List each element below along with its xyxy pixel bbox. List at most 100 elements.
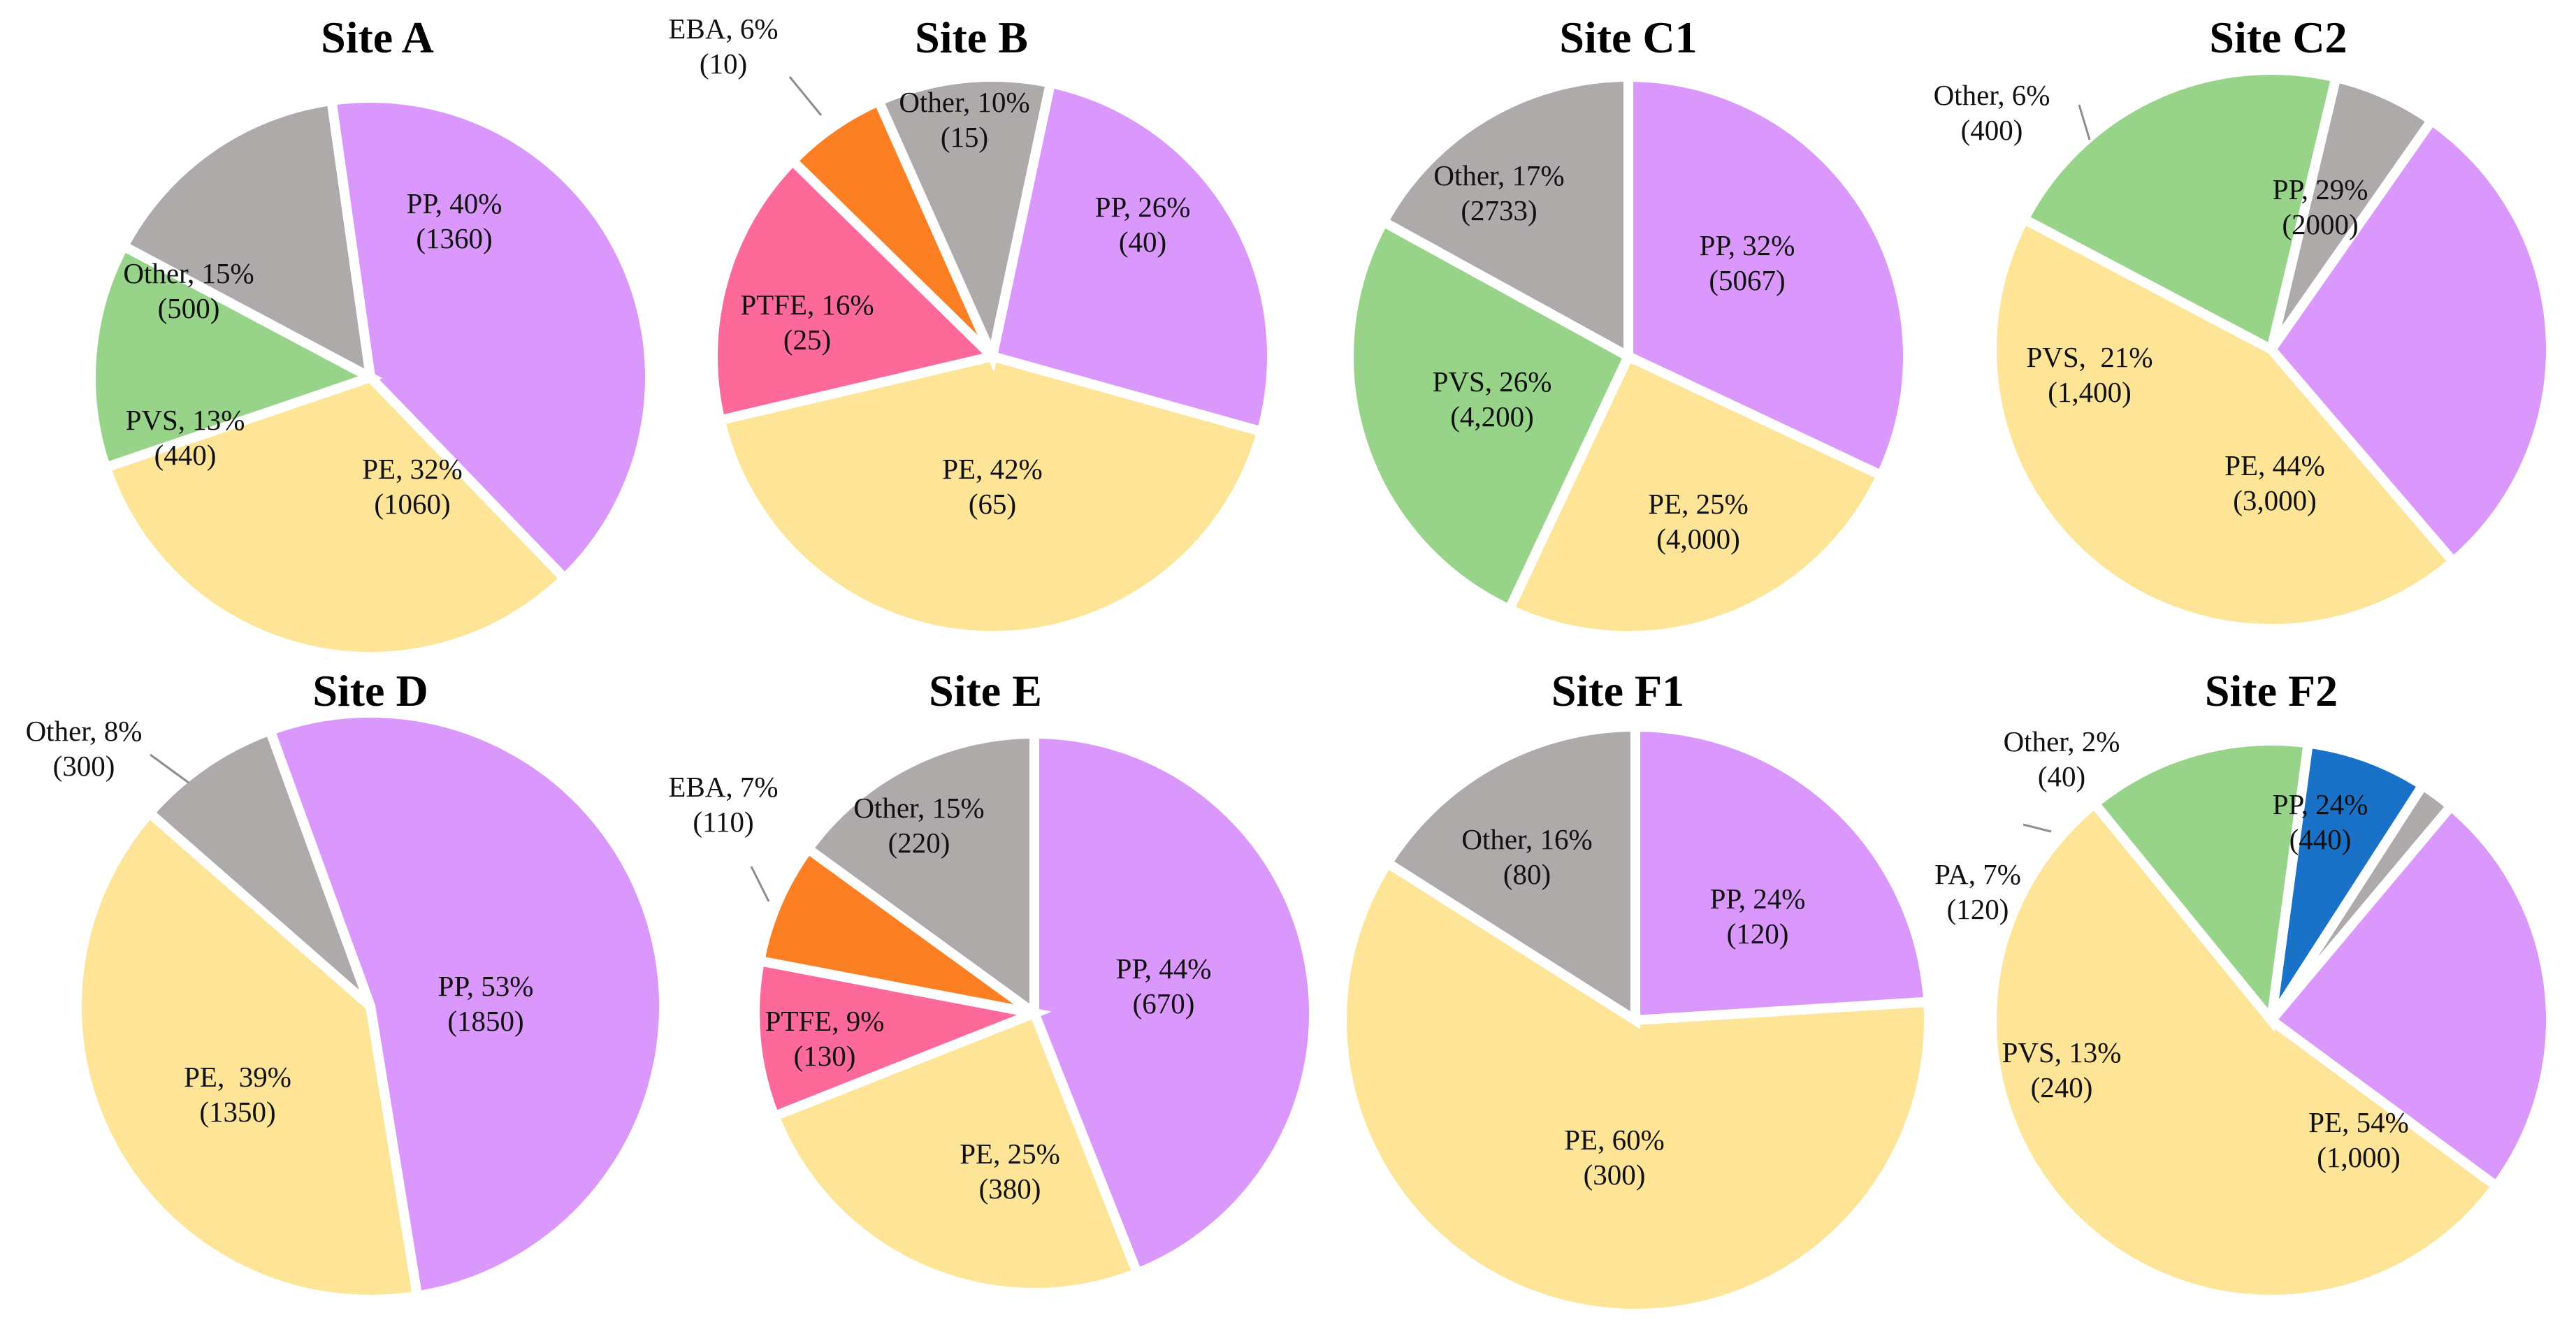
slice-count-label: (440) bbox=[2289, 823, 2352, 855]
pie-slice-other bbox=[1380, 721, 1640, 1029]
pie-slice-pe bbox=[99, 371, 572, 662]
slice-percent-label: PP, 32% bbox=[1700, 229, 1795, 261]
slice-label-pp: PP, 29% (2000) bbox=[2273, 173, 2368, 240]
pie-slice-pp bbox=[986, 77, 1277, 438]
slice-label-eba: EBA, 6% (10) bbox=[668, 13, 778, 80]
pie-slice-pp bbox=[1623, 71, 1913, 482]
pie-slice-pp bbox=[326, 93, 655, 586]
pie-chart-site-b: Site B PP, 26% (40) PE, 42% (65) PTFE, 16% (25… bbox=[668, 13, 1277, 641]
slice-percent-label: PVS, 13% bbox=[126, 404, 245, 436]
slice-percent-label: PP, 29% bbox=[2273, 173, 2368, 205]
slice-count-label: (240) bbox=[2031, 1071, 2093, 1103]
pie-slice-pe bbox=[1987, 212, 2461, 634]
pie-slice-pvs bbox=[86, 239, 383, 474]
pie-chart-site-c2: Site C2 PP, 29% (2000) PE, 44% (3,000) PVS, 2… bbox=[1934, 13, 2556, 634]
pie-chart-site-f2: Site F2 PP, 24% (440) PE, 54% (1,000) PVS, 13… bbox=[1934, 666, 2556, 1305]
slice-count-label: (380) bbox=[979, 1173, 1041, 1205]
slice-percent-label: EBA, 6% bbox=[668, 13, 778, 45]
slice-label-pvs: PVS, 21% (1,400) bbox=[2026, 341, 2152, 408]
slice-label-pa: PA, 7% (120) bbox=[1934, 858, 2021, 925]
pie-chart-site-d: Site D PP, 53% (1850) PE, 39% (1350) Other, 8… bbox=[26, 666, 669, 1305]
pie-slice-other bbox=[117, 94, 377, 386]
slice-percent-label: PE, 44% bbox=[2224, 449, 2325, 481]
pie-slice-pvs bbox=[2017, 65, 2343, 357]
slice-label-other: Other, 15% (220) bbox=[853, 792, 984, 859]
slice-label-pvs: PVS, 13% (440) bbox=[126, 404, 245, 471]
pie-slice-other bbox=[143, 724, 375, 1010]
pie-slice-ptfe bbox=[708, 154, 1002, 426]
slice-percent-label: PTFE, 9% bbox=[765, 1005, 885, 1037]
slice-percent-label: PP, 44% bbox=[1116, 952, 1212, 985]
slice-label-pe: PE, 54% (1,000) bbox=[2308, 1106, 2409, 1173]
pie-slice-pe bbox=[1337, 856, 1934, 1319]
slice-percent-label: Other, 15% bbox=[853, 792, 984, 824]
slice-percent-label: PVS, 13% bbox=[2002, 1036, 2122, 1068]
slice-label-ptfe: PTFE, 9% (130) bbox=[765, 1005, 885, 1072]
slice-count-label: (5067) bbox=[1709, 264, 1785, 296]
pie-slice-pp bbox=[2264, 799, 2556, 1194]
slice-percent-label: Other, 16% bbox=[1461, 823, 1592, 855]
slice-percent-label: PP, 40% bbox=[407, 187, 502, 219]
slice-count-label: (2733) bbox=[1461, 194, 1537, 226]
slice-label-pe: PE, 44% (3,000) bbox=[2224, 449, 2325, 516]
slice-percent-label: Other, 2% bbox=[2004, 725, 2120, 757]
slice-percent-label: EBA, 7% bbox=[668, 771, 778, 803]
slice-count-label: (670) bbox=[1133, 987, 1195, 1020]
slice-percent-label: PP, 24% bbox=[2273, 788, 2368, 820]
slice-count-label: (1060) bbox=[374, 488, 450, 520]
slice-percent-label: PE, 25% bbox=[1648, 488, 1749, 520]
pie-slice-eba bbox=[753, 842, 1038, 1018]
slice-percent-label: PVS, 21% bbox=[2026, 341, 2152, 373]
slice-count-label: (400) bbox=[1961, 114, 2023, 146]
pie-slice-other bbox=[2266, 71, 2439, 353]
slice-count-label: (1,000) bbox=[2317, 1141, 2401, 1173]
slice-label-pe: PE, 32% (1060) bbox=[362, 453, 463, 520]
slice-count-label: (500) bbox=[158, 292, 220, 324]
slice-label-pp: PP, 53% (1850) bbox=[438, 970, 534, 1037]
pie-slice-pp bbox=[2265, 113, 2556, 569]
slice-label-pp: PP, 32% (5067) bbox=[1700, 229, 1795, 296]
pie-slice-other bbox=[801, 728, 1039, 1023]
slice-label-pp: PP, 26% (40) bbox=[1095, 191, 1191, 258]
slice-count-label: (300) bbox=[1584, 1159, 1646, 1191]
slice-count-label: (130) bbox=[794, 1040, 856, 1072]
slice-count-label: (15) bbox=[941, 121, 988, 153]
slice-label-pvs: PVS, 13% (240) bbox=[2002, 1036, 2122, 1103]
slice-percent-label: PA, 7% bbox=[1934, 858, 2021, 890]
slice-count-label: (120) bbox=[1727, 918, 1789, 950]
pie-chart-site-a: Site A PP, 40% (1360) PE, 32% (1060) PVS, 13%… bbox=[86, 13, 655, 662]
slice-percent-label: PP, 26% bbox=[1095, 191, 1191, 223]
slice-percent-label: Other, 8% bbox=[26, 715, 143, 747]
leader-line bbox=[150, 753, 189, 784]
slice-label-pe: PE, 25% (4,000) bbox=[1648, 488, 1749, 555]
leader-line bbox=[2078, 104, 2091, 140]
pie-slice-pe bbox=[1503, 349, 1888, 641]
pie-slice-ptfe bbox=[750, 955, 1052, 1123]
slice-percent-label: Other, 15% bbox=[123, 257, 254, 289]
slice-percent-label: PE, 32% bbox=[362, 453, 463, 485]
slice-count-label: (2000) bbox=[2282, 208, 2358, 240]
slice-count-label: (3,000) bbox=[2233, 484, 2317, 516]
slice-count-label: (80) bbox=[1503, 858, 1551, 890]
slice-label-other: Other, 6% (400) bbox=[1934, 79, 2050, 146]
pie-slice-other bbox=[872, 72, 1057, 372]
slice-label-pvs: PVS, 26% (4,200) bbox=[1433, 365, 1552, 433]
chart-title: Site B bbox=[915, 13, 1028, 62]
slice-count-label: (4,000) bbox=[1656, 523, 1740, 555]
pie-slice-pvs bbox=[2087, 736, 2314, 1032]
slice-percent-label: Other, 17% bbox=[1433, 159, 1564, 191]
pie-slice-pp bbox=[1029, 728, 1319, 1280]
slice-label-other: Other, 15% (500) bbox=[123, 257, 254, 324]
slice-count-label: (10) bbox=[700, 48, 747, 80]
chart-title: Site D bbox=[312, 666, 428, 716]
slice-label-ptfe: PTFE, 16% (25) bbox=[740, 289, 874, 356]
slice-percent-label: PVS, 26% bbox=[1433, 365, 1552, 398]
slice-count-label: (110) bbox=[693, 806, 753, 838]
slice-count-label: (25) bbox=[783, 324, 831, 356]
slice-label-other: Other, 16% (80) bbox=[1461, 823, 1592, 890]
slice-count-label: (65) bbox=[969, 488, 1016, 520]
slice-label-pe: PE, 25% (380) bbox=[960, 1138, 1060, 1205]
slice-label-pp: PP, 24% (120) bbox=[1710, 883, 1806, 950]
leader-line bbox=[788, 76, 823, 116]
